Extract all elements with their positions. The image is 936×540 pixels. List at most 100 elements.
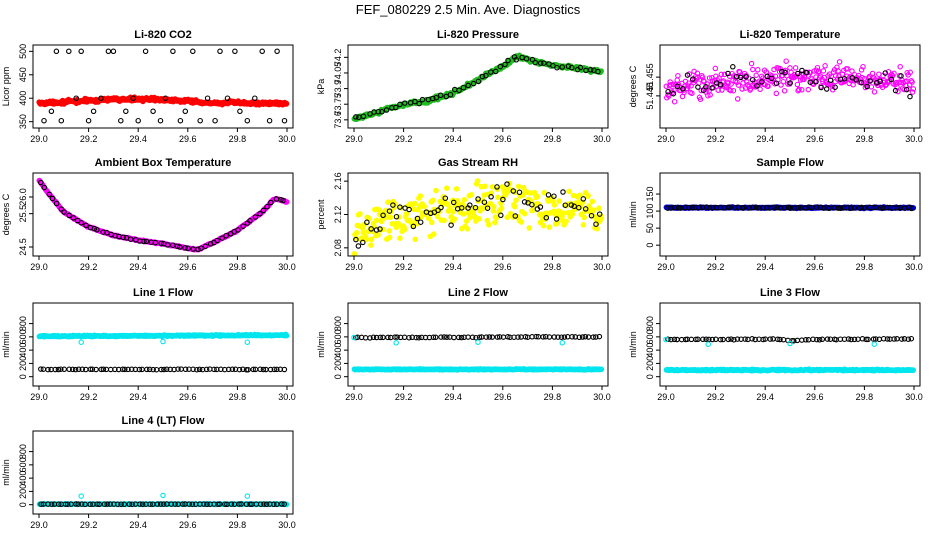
data-point xyxy=(749,204,756,211)
data-point xyxy=(576,334,583,341)
data-point xyxy=(892,87,899,94)
data-point xyxy=(377,334,384,341)
data-point xyxy=(53,48,60,55)
data-point xyxy=(537,60,544,66)
data-point xyxy=(274,48,280,55)
data-point xyxy=(93,366,99,373)
data-point xyxy=(385,334,391,341)
data-point xyxy=(433,94,440,101)
data-point xyxy=(279,501,285,507)
data-point xyxy=(61,209,67,215)
data-point xyxy=(668,336,674,343)
data-point xyxy=(463,218,470,224)
data-point xyxy=(48,108,55,115)
data-point xyxy=(709,336,716,343)
data-point xyxy=(353,229,360,236)
data-point xyxy=(898,73,904,79)
data-point xyxy=(832,84,838,90)
data-point xyxy=(696,204,703,211)
data-point xyxy=(905,336,912,342)
data-point xyxy=(392,334,398,340)
data-point xyxy=(379,108,385,115)
data-point xyxy=(593,221,599,227)
x-tick-label: 29.0 xyxy=(345,134,363,144)
data-point xyxy=(182,366,189,373)
data-point xyxy=(773,80,780,86)
data-point xyxy=(859,336,866,342)
data-point xyxy=(820,205,827,211)
data-point xyxy=(710,204,716,211)
data-point xyxy=(674,77,680,83)
panel-title: Sample Flow xyxy=(756,157,824,169)
data-point xyxy=(706,75,713,81)
y-tick-label: 0 xyxy=(18,374,28,379)
data-point xyxy=(534,193,541,200)
data-point xyxy=(90,108,97,115)
data-point xyxy=(375,108,382,115)
data-point xyxy=(906,204,912,211)
data-point xyxy=(473,334,479,341)
x-tick-label: 29.8 xyxy=(229,392,247,402)
data-point xyxy=(511,203,518,210)
data-point xyxy=(387,334,394,341)
data-point xyxy=(493,214,500,221)
data-point xyxy=(822,63,828,69)
x-tick-label: 29.2 xyxy=(395,134,413,144)
data-point xyxy=(201,501,207,507)
data-point xyxy=(596,211,603,217)
data-point xyxy=(741,204,747,211)
data-point xyxy=(728,336,734,342)
data-point xyxy=(87,366,94,373)
data-point xyxy=(774,336,781,343)
data-point xyxy=(863,336,869,343)
data-point xyxy=(737,74,744,81)
data-point xyxy=(727,204,733,210)
data-point xyxy=(360,113,367,120)
data-point xyxy=(274,366,280,373)
data-point xyxy=(523,56,530,62)
data-point xyxy=(703,336,709,343)
x-tick-label: 30.0 xyxy=(593,134,611,144)
data-point xyxy=(777,336,783,343)
data-point xyxy=(225,366,232,373)
data-point xyxy=(212,117,218,124)
data-point xyxy=(853,77,860,83)
data-point xyxy=(70,215,77,221)
plot-frame xyxy=(32,172,294,257)
data-point xyxy=(458,334,465,341)
data-point xyxy=(742,336,748,342)
data-point xyxy=(41,184,48,191)
data-point xyxy=(909,79,915,85)
panel-title: Gas Stream RH xyxy=(438,157,518,169)
y-tick-label: 26.0 xyxy=(18,188,28,206)
data-point xyxy=(717,336,724,343)
data-point xyxy=(160,501,167,507)
plot-frame xyxy=(32,430,294,515)
data-point xyxy=(577,192,583,199)
y-tick-label: 400 xyxy=(18,343,28,358)
data-point xyxy=(755,67,761,73)
x-tick-label: 30.0 xyxy=(905,134,923,144)
data-point xyxy=(141,238,147,245)
data-point xyxy=(217,48,223,55)
data-point xyxy=(259,48,265,55)
data-point xyxy=(190,366,196,373)
y-tick-label: 50 xyxy=(645,223,655,233)
data-point xyxy=(283,332,290,339)
data-point xyxy=(580,196,587,202)
y-axis-label: ml/min xyxy=(1,331,11,358)
data-point xyxy=(360,239,366,246)
data-point xyxy=(496,334,503,340)
data-point xyxy=(123,108,129,115)
x-tick-label: 29.8 xyxy=(544,392,562,402)
data-point xyxy=(433,187,439,194)
data-point xyxy=(152,239,159,246)
data-point xyxy=(154,501,161,507)
figure-title: FEF_080229 2.5 Min. Ave. Diagnostics xyxy=(355,2,581,17)
data-point xyxy=(263,501,270,508)
data-point xyxy=(774,204,780,211)
data-point xyxy=(186,501,192,507)
data-point xyxy=(818,84,824,91)
data-point xyxy=(107,501,113,507)
